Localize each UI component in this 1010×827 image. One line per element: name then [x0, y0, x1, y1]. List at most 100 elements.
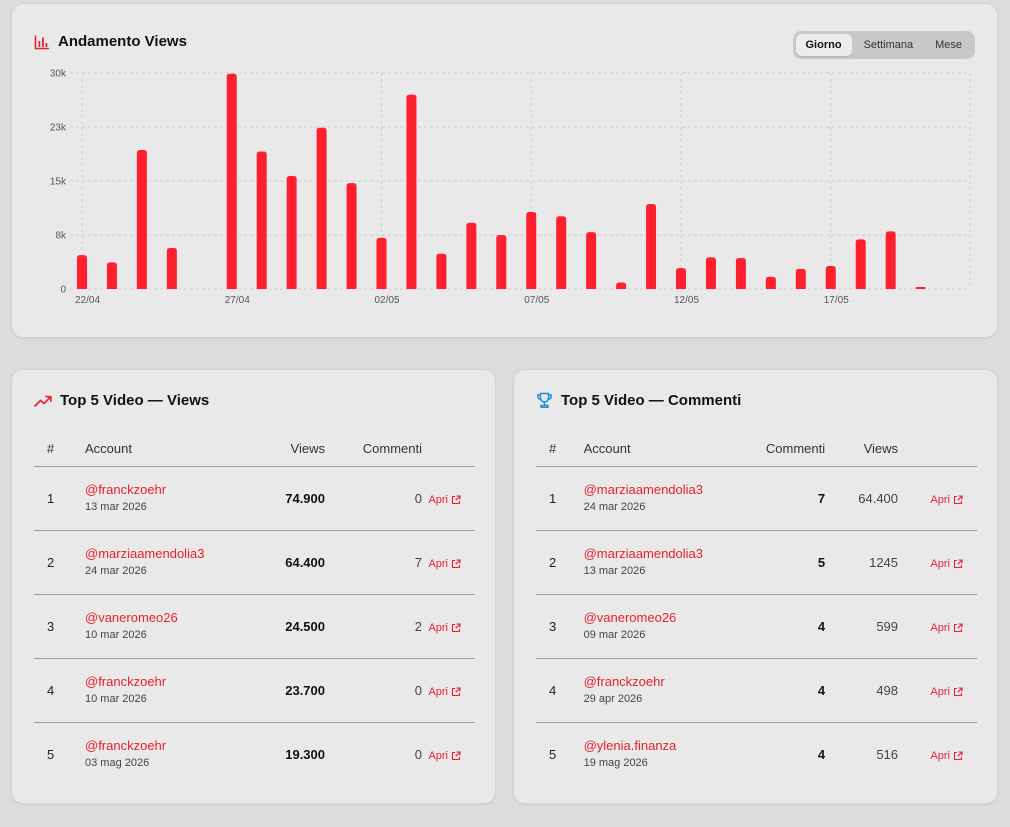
bar-07/05[interactable]	[526, 211, 537, 289]
views-card-title-text: Top 5 Video — Views	[60, 392, 210, 409]
open-link-label: Apri	[930, 493, 950, 506]
bar-16/05[interactable]	[795, 268, 806, 289]
col-link	[422, 432, 475, 467]
bar-20/05[interactable]	[915, 287, 926, 289]
open-link[interactable]: Apri	[930, 750, 963, 762]
bar-25/04[interactable]	[166, 247, 177, 289]
open-link[interactable]: Apri	[428, 558, 461, 570]
table-row: 5 @franckzoehr 03 mag 2026 19.300 0 Apri	[34, 722, 475, 786]
open-link[interactable]: Apri	[428, 494, 461, 506]
views-cell: 1245	[825, 530, 899, 595]
y-tick-label: 15k	[50, 177, 67, 188]
tab-giorno[interactable]: Giorno	[795, 34, 852, 56]
open-link[interactable]: Apri	[930, 494, 963, 506]
bar-30/04[interactable]	[316, 127, 327, 289]
external-link-icon	[451, 686, 461, 696]
x-tick-label: 22/04	[75, 295, 100, 306]
bar-08/05[interactable]	[556, 216, 567, 289]
rank-cell: 3	[536, 594, 584, 659]
external-link-icon	[451, 494, 461, 504]
period-selector: Giorno Settimana Mese	[792, 31, 975, 59]
account-cell: @franckzoehr 29 apr 2026	[583, 658, 703, 723]
external-link-icon	[953, 622, 963, 632]
col-link	[898, 432, 977, 467]
open-link[interactable]: Apri	[428, 622, 461, 634]
account-link[interactable]: @franckzoehr	[85, 674, 167, 689]
bar-24/04[interactable]	[136, 150, 147, 289]
bar-chart-icon	[34, 35, 49, 49]
bar-18/05[interactable]	[855, 239, 866, 289]
bar-12/05[interactable]	[676, 268, 686, 289]
x-tick-label: 12/05	[674, 295, 699, 306]
video-date: 13 mar 2026	[583, 565, 646, 577]
bar-15/05[interactable]	[765, 276, 776, 289]
account-link[interactable]: @franckzoehr	[583, 674, 665, 689]
bar-01/05[interactable]	[346, 183, 357, 289]
open-link[interactable]: Apri	[428, 750, 461, 762]
tab-settimana[interactable]: Settimana	[863, 39, 914, 51]
bar-14/05[interactable]	[735, 258, 746, 289]
bar-17/05[interactable]	[825, 265, 836, 289]
account-link[interactable]: @ylenia.finanza	[583, 738, 677, 754]
open-link-label: Apri	[428, 621, 448, 634]
bar-09/05[interactable]	[586, 232, 597, 289]
bar-13/05[interactable]	[705, 257, 716, 289]
open-link-label: Apri	[930, 685, 950, 698]
bar-29/04[interactable]	[286, 175, 297, 289]
open-link[interactable]: Apri	[930, 686, 963, 698]
bar-27/04[interactable]	[226, 73, 237, 289]
account-link[interactable]: @vaneromeo26	[85, 610, 178, 625]
bar-10/05[interactable]	[616, 282, 627, 289]
views-trend-card: 30k 23k 15k 8k 0 22/04 27/04 02/05 07/05 12/05 17/…	[11, 3, 998, 338]
bar-04/05[interactable]	[436, 253, 447, 289]
account-link[interactable]: @marziaamendolia3	[583, 482, 703, 497]
account-link[interactable]: @vaneromeo26	[583, 610, 677, 625]
table-row: 2 @marziaamendolia3 24 mar 2026 64.400 7 Apri	[34, 530, 475, 595]
bar-23/04[interactable]	[106, 262, 117, 289]
bar-28/04[interactable]	[256, 151, 267, 289]
link-cell: Apri	[422, 530, 475, 595]
table-row: 3 @vaneromeo26 10 mar 2026 24.500 2 Apri	[34, 594, 475, 659]
bar-02/05[interactable]	[376, 237, 387, 289]
account-link[interactable]: @marziaamendolia3	[583, 546, 703, 561]
top-comments-table: # Account Commenti Views 1 @marziaamendol…	[536, 432, 977, 786]
bar-06/05[interactable]	[496, 235, 507, 289]
open-link[interactable]: Apri	[930, 622, 963, 634]
open-link[interactable]: Apri	[930, 558, 963, 570]
bar-05/05[interactable]	[466, 222, 477, 289]
tab-mese[interactable]: Mese	[935, 39, 962, 51]
views-cell: 516	[876, 746, 899, 762]
bar-11/05[interactable]	[646, 204, 657, 289]
col-account: Account	[583, 432, 703, 467]
link-cell: Apri	[422, 658, 475, 723]
open-link-label: Apri	[428, 557, 448, 570]
bar-19/05[interactable]	[885, 231, 896, 289]
link-cell: Apri	[422, 594, 475, 659]
comments-cell: 4	[703, 658, 826, 723]
col-comments: Commenti	[703, 432, 826, 467]
bar-22/04[interactable]	[77, 255, 87, 289]
views-cell: 64.400	[825, 466, 899, 531]
chart-title: Andamento Views	[58, 33, 187, 50]
rank-cell: 5	[47, 746, 55, 762]
external-link-icon	[953, 494, 963, 504]
video-date: 10 mar 2026	[85, 629, 147, 641]
comments-cell: 4	[817, 746, 826, 762]
views-cell: 23.700	[225, 658, 325, 723]
open-link-label: Apri	[428, 685, 448, 698]
account-link[interactable]: @franckzoehr	[85, 482, 167, 497]
external-link-icon	[451, 558, 461, 568]
account-link[interactable]: @franckzoehr	[85, 738, 167, 754]
bar-03/05[interactable]	[406, 94, 417, 289]
comments-cell: 0	[325, 658, 422, 723]
video-date: 29 apr 2026	[583, 693, 643, 705]
comments-cell: 0	[414, 746, 422, 762]
account-cell: @vaneromeo26 10 mar 2026	[85, 594, 225, 659]
video-date: 13 mar 2026	[85, 501, 147, 513]
link-cell: Apri	[898, 530, 977, 595]
chart-card-title: Andamento Views	[34, 33, 187, 50]
open-link[interactable]: Apri	[428, 686, 461, 698]
top-views-card: Top 5 Video — Views # Account Views Comm…	[11, 369, 496, 804]
comments-cell: 5	[703, 530, 826, 595]
account-link[interactable]: @marziaamendolia3	[85, 546, 205, 561]
